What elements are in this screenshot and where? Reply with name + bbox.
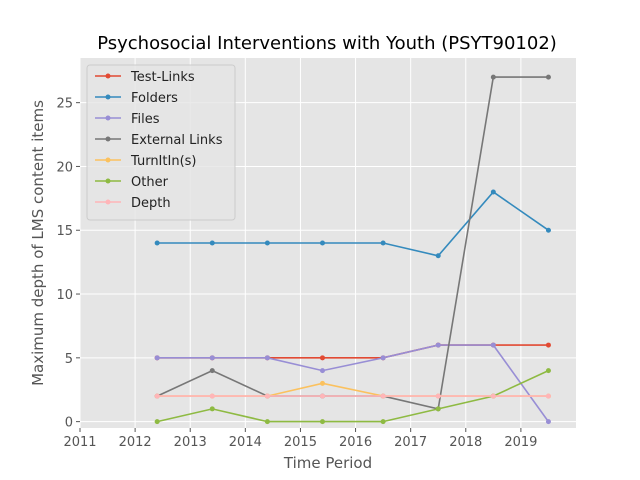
- data-point: [490, 393, 496, 399]
- x-tick-label: 2019: [504, 435, 537, 450]
- data-point: [154, 355, 160, 361]
- data-point: [435, 393, 441, 399]
- y-tick-label: 5: [65, 352, 73, 367]
- data-point: [264, 240, 270, 246]
- tick-labels: 2011 2012 2013 2014 2015 2016 2017 2018 20190510…: [56, 97, 537, 450]
- legend-item: External Links: [95, 133, 223, 148]
- data-point: [380, 355, 386, 361]
- y-axis-label: Maximum depth of LMS content items: [29, 100, 47, 386]
- series-line: [157, 344, 550, 423]
- data-point: [545, 393, 551, 399]
- data-point: [380, 240, 386, 246]
- y-tick-label: 25: [56, 97, 73, 112]
- legend-marker: [105, 73, 111, 79]
- legend-item: Other: [95, 175, 169, 190]
- data-point: [264, 419, 270, 425]
- data-point: [319, 393, 325, 399]
- legend-marker: [105, 178, 111, 184]
- data-point: [319, 380, 325, 386]
- y-tick-label: 20: [56, 160, 73, 175]
- legend-marker: [105, 115, 111, 121]
- data-point: [264, 355, 270, 361]
- data-point: [435, 406, 441, 412]
- data-point: [545, 419, 551, 425]
- legend-box: [86, 64, 236, 221]
- data-point: [435, 342, 441, 348]
- legend-item: TurnItIn(s): [95, 154, 196, 169]
- series-5: [154, 368, 551, 425]
- x-tick-label: 2011: [63, 435, 96, 450]
- x-tick-label: 2018: [449, 435, 482, 450]
- chart-title: Psychosocial Interventions with Youth (P…: [97, 33, 557, 54]
- legend-item: Folders: [95, 91, 178, 106]
- data-point: [209, 355, 215, 361]
- legend-label: Depth: [131, 196, 171, 211]
- data-point: [209, 406, 215, 412]
- series-line: [157, 190, 549, 257]
- legend-label: External Links: [131, 133, 223, 148]
- data-point: [154, 393, 160, 399]
- y-tick-label: 10: [56, 288, 73, 303]
- data-point: [319, 368, 325, 374]
- series-group: [154, 74, 551, 425]
- x-tick-label: 2014: [229, 435, 262, 450]
- data-point: [490, 74, 496, 80]
- data-point: [319, 419, 325, 425]
- data-point: [154, 240, 160, 246]
- legend-label: Files: [131, 112, 160, 127]
- data-point: [209, 393, 215, 399]
- legend-marker: [105, 157, 111, 163]
- series-6: [154, 393, 551, 399]
- legend-label: Test-Links: [130, 70, 195, 85]
- legend-marker: [105, 136, 111, 142]
- legend-item: Test-Links: [95, 70, 195, 85]
- series-1: [154, 189, 551, 259]
- legend: Test-Links Folders Files External Links Turn…: [86, 64, 236, 221]
- data-point: [435, 253, 441, 259]
- legend-marker: [105, 94, 111, 100]
- x-tick-label: 2017: [394, 435, 427, 450]
- data-point: [264, 393, 270, 399]
- y-tick-label: 0: [65, 416, 73, 431]
- data-point: [209, 368, 215, 374]
- x-tick-label: 2012: [119, 435, 152, 450]
- legend-label: Folders: [131, 91, 178, 106]
- data-point: [545, 342, 551, 348]
- series-2: [154, 342, 551, 425]
- data-point: [154, 419, 160, 425]
- data-point: [490, 189, 496, 195]
- series-line: [157, 369, 549, 423]
- legend-label: Other: [131, 175, 169, 190]
- data-point: [545, 368, 551, 374]
- x-tick-label: 2013: [174, 435, 207, 450]
- data-point: [319, 240, 325, 246]
- y-tick-label: 15: [56, 224, 73, 239]
- data-point: [545, 74, 551, 80]
- data-point: [380, 419, 386, 425]
- data-point: [545, 227, 551, 233]
- legend-label: TurnItIn(s): [130, 154, 196, 169]
- legend-item: Files: [95, 112, 160, 127]
- x-axis-label: Time Period: [283, 454, 372, 472]
- data-point: [209, 240, 215, 246]
- legend-item: Depth: [95, 196, 171, 211]
- x-tick-label: 2015: [284, 435, 317, 450]
- data-point: [490, 342, 496, 348]
- data-point: [319, 355, 325, 361]
- legend-marker: [105, 199, 111, 205]
- x-tick-label: 2016: [339, 435, 372, 450]
- data-point: [380, 393, 386, 399]
